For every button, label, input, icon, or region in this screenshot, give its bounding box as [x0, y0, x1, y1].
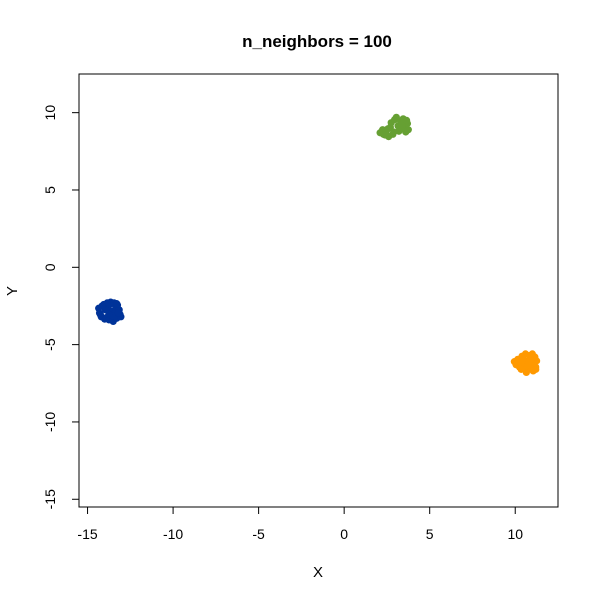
x-tick-label: -10: [163, 526, 183, 542]
data-point: [519, 354, 527, 363]
x-tick-label: -5: [252, 526, 265, 542]
data-point: [528, 350, 536, 358]
y-tick-label: -15: [42, 489, 58, 509]
y-axis: -15 -10 -5 0 5 10: [42, 105, 80, 509]
y-tick-label: 10: [42, 105, 58, 121]
data-point: [113, 300, 121, 308]
y-axis-label: Y: [4, 286, 21, 296]
data-point: [384, 125, 392, 133]
x-tick-label: 5: [426, 526, 434, 542]
x-axis: -15 -10 -5 0 5 10: [77, 506, 523, 542]
cluster-2: [376, 113, 412, 141]
data-point: [96, 310, 104, 319]
data-point: [106, 300, 114, 309]
x-tick-label: 0: [340, 526, 348, 542]
data-point: [390, 128, 398, 136]
y-tick-label: -10: [42, 412, 58, 432]
data-point: [525, 358, 533, 367]
data-point: [533, 357, 541, 365]
y-tick-label: -5: [42, 338, 58, 351]
data-point: [404, 126, 412, 134]
data-point: [98, 302, 106, 310]
cluster-3: [510, 350, 541, 377]
y-tick-label: 5: [42, 186, 58, 194]
data-point: [522, 368, 530, 377]
chart-title: n_neighbors = 100: [242, 32, 392, 51]
data-points: [95, 113, 541, 377]
x-tick-label: 10: [507, 526, 523, 542]
data-point: [114, 309, 122, 317]
y-tick-label: 0: [42, 263, 58, 271]
data-point: [532, 365, 540, 373]
data-point: [381, 131, 389, 139]
x-tick-label: -15: [77, 526, 97, 542]
cluster-1: [95, 298, 125, 326]
x-axis-label: X: [313, 564, 323, 581]
data-point: [105, 310, 113, 319]
data-point: [403, 116, 411, 124]
plot-box: [78, 73, 559, 508]
